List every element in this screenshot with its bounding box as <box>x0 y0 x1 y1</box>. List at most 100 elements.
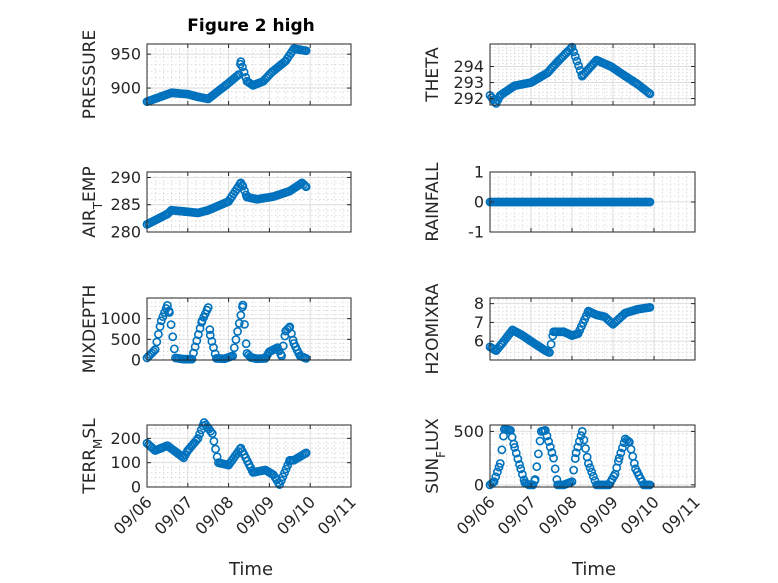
data-point <box>495 459 505 468</box>
y-axis-label-theta: THETA <box>423 47 443 103</box>
data-point <box>168 332 178 342</box>
y-axis-label-terr_msl: TERRMSL <box>80 418 105 495</box>
data-point <box>584 459 593 468</box>
data-point <box>550 464 560 474</box>
data-point <box>301 46 311 56</box>
x-tick-label: 09/08 <box>191 492 237 538</box>
y-axis-label-rainfall: RAINFALL <box>423 162 443 242</box>
data-point <box>618 443 627 453</box>
y-axis-label-sun_flux: SUNFLUX <box>423 418 448 494</box>
data-point <box>497 445 507 455</box>
y-tick-label: 293 <box>453 73 484 92</box>
y-tick-label: 1 <box>474 163 484 182</box>
data-point <box>166 320 176 329</box>
x-tick-label: 09/07 <box>494 492 540 538</box>
data-point <box>574 61 583 71</box>
x-tick-label: 09/08 <box>535 492 581 538</box>
data-point <box>150 345 160 355</box>
data-point <box>491 472 501 482</box>
data-point <box>530 475 540 484</box>
data-point <box>511 448 521 458</box>
data-point <box>231 72 241 81</box>
y-tick-label: 1000 <box>100 309 141 328</box>
y-axis-label-pressure: PRESSURE <box>80 30 100 119</box>
y-tick-label: 290 <box>110 168 141 187</box>
data-point <box>515 460 524 469</box>
y-tick-label: 0 <box>474 475 484 494</box>
x-tick-label: 09/09 <box>232 492 278 538</box>
data-point <box>549 453 558 463</box>
data-point <box>233 327 242 336</box>
x-tick-label: 09/11 <box>314 492 360 538</box>
series-theta <box>485 42 655 108</box>
data-point <box>203 303 213 312</box>
y-tick-label: 7 <box>474 313 484 332</box>
y-axis-label-h2omixra: H2OMIXRA <box>423 283 443 374</box>
data-point <box>544 437 554 446</box>
x-axis-label-left: Time <box>228 559 273 580</box>
subplot-pressure: 900 950 PRESSURE <box>80 30 352 119</box>
y-tick-label: 950 <box>110 45 141 64</box>
data-point <box>149 346 158 356</box>
data-point <box>207 429 217 438</box>
data-point <box>533 449 543 459</box>
data-point <box>573 442 583 452</box>
data-point <box>229 343 239 353</box>
data-point <box>165 308 174 317</box>
data-point <box>547 448 557 457</box>
figure-title: Figure 2 high <box>187 16 315 36</box>
data-point <box>195 429 205 439</box>
data-point <box>513 454 523 464</box>
data-point <box>588 471 598 481</box>
data-point <box>228 351 238 361</box>
data-point <box>238 181 248 191</box>
data-point <box>169 344 179 354</box>
data-point <box>238 300 248 310</box>
data-point <box>528 480 538 490</box>
y-tick-label: 500 <box>453 422 484 441</box>
y-tick-label: 280 <box>110 223 141 242</box>
data-point <box>571 448 581 458</box>
data-point <box>240 319 249 329</box>
subplot-air_temp: 280 285 290 AIRTEMP <box>80 166 352 242</box>
data-point <box>572 56 582 66</box>
data-point <box>587 467 597 477</box>
data-point <box>193 433 203 443</box>
x-tick-label: 09/09 <box>576 492 622 538</box>
x-tick-label: 09/10 <box>617 492 663 538</box>
data-point <box>277 351 287 361</box>
data-point <box>206 426 216 436</box>
data-point <box>211 444 220 454</box>
y-tick-label: 0 <box>474 193 484 212</box>
data-point <box>299 180 309 189</box>
data-point <box>570 52 580 61</box>
y-tick-label: 100 <box>110 453 141 472</box>
data-point <box>645 302 655 312</box>
data-point <box>616 448 626 458</box>
data-point <box>585 463 595 473</box>
data-point <box>236 310 246 320</box>
data-point <box>492 467 502 477</box>
data-point <box>645 89 655 99</box>
x-axis-label-right: Time <box>571 559 616 580</box>
y-tick-label: 6 <box>474 332 484 351</box>
y-axis-label-mixdepth: MIXDEPTH <box>80 285 100 374</box>
y-tick-label: 500 <box>110 330 141 349</box>
y-tick-label: 200 <box>110 429 141 448</box>
x-tick-label: 09/06 <box>453 492 499 538</box>
data-point <box>510 443 519 452</box>
x-tick-label: 09/07 <box>151 492 197 538</box>
data-point <box>236 57 246 67</box>
series-pressure <box>142 44 311 107</box>
x-tick-label: 09/11 <box>658 492 704 538</box>
series-terr_msl <box>142 418 311 489</box>
data-point <box>278 341 288 351</box>
data-point <box>535 436 545 446</box>
data-point <box>614 453 624 463</box>
